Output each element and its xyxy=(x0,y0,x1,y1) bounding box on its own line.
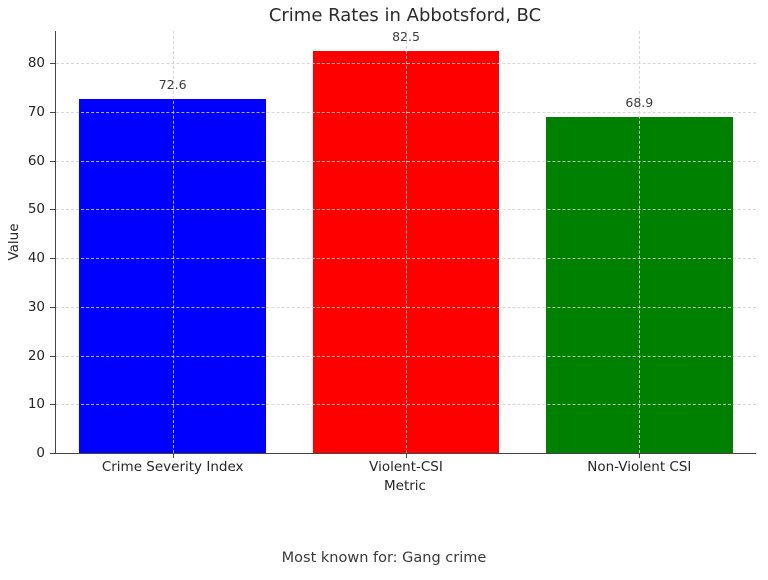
y-tick-mark xyxy=(50,111,56,113)
y-tick-label: 50 xyxy=(27,201,45,218)
v-gridline xyxy=(406,31,407,453)
bar-value-label: 82.5 xyxy=(392,28,420,44)
x-tick-mark xyxy=(172,453,174,458)
y-tick-label: 10 xyxy=(27,396,45,413)
x-tick-mark xyxy=(639,453,641,458)
y-tick-mark xyxy=(50,404,56,406)
x-tick-label: Non-Violent CSI xyxy=(587,459,692,475)
bar-value-label: 72.6 xyxy=(158,77,187,93)
x-tick-label: Crime Severity Index xyxy=(101,459,244,475)
y-tick-mark xyxy=(50,306,56,308)
x-axis-label: Metric xyxy=(384,478,426,494)
bar xyxy=(312,50,500,453)
y-tick-mark xyxy=(50,355,56,357)
v-gridline xyxy=(639,31,641,453)
y-tick-mark xyxy=(50,209,56,211)
y-tick-label: 20 xyxy=(27,347,45,364)
y-tick-mark xyxy=(50,63,56,65)
y-tick-label: 60 xyxy=(27,152,45,169)
chart-title: Crime Rates in Abbotsford, BC xyxy=(268,5,542,26)
y-tick-mark xyxy=(50,160,56,162)
bar-value-label: 68.9 xyxy=(625,95,654,111)
y-tick-label: 80 xyxy=(27,55,45,72)
plot-area: 0 10 20 30 40 50 60 70 80 72.6 Crime Severity Inde… xyxy=(28,28,756,475)
footer-caption: Most known for: Gang crime xyxy=(281,550,487,566)
y-tick-mark xyxy=(50,453,56,454)
y-axis-label: Value xyxy=(6,223,22,261)
y-tick-label: 40 xyxy=(27,250,45,267)
x-tick-mark xyxy=(406,453,407,458)
y-tick-label: 30 xyxy=(27,298,45,315)
y-tick-label: 70 xyxy=(27,103,45,120)
v-gridline xyxy=(172,31,174,453)
x-tick-label: Violent-CSI xyxy=(369,459,443,475)
y-tick-label: 0 xyxy=(36,445,45,461)
y-tick-mark xyxy=(50,258,56,260)
